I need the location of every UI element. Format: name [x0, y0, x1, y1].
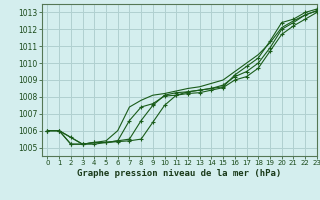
X-axis label: Graphe pression niveau de la mer (hPa): Graphe pression niveau de la mer (hPa): [77, 169, 281, 178]
